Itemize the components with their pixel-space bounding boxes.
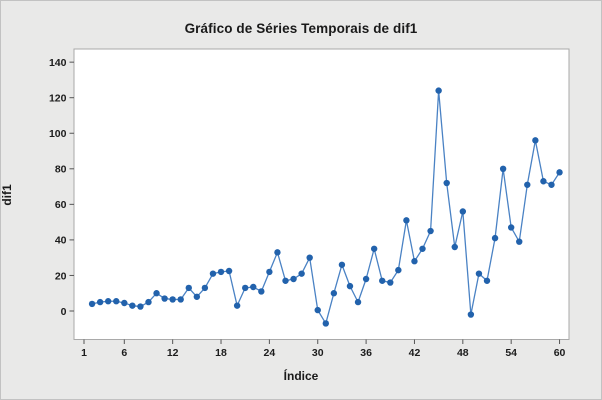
x-tick-label: 42	[409, 347, 421, 359]
data-point	[242, 284, 249, 292]
y-axis-label: dif1	[0, 184, 14, 206]
data-point	[193, 293, 201, 300]
data-point	[145, 298, 152, 306]
data-point	[467, 311, 475, 318]
data-point	[306, 254, 313, 261]
data-point	[540, 178, 547, 185]
x-tick-label: 36	[360, 347, 372, 359]
x-tick-label: 30	[312, 347, 324, 359]
data-point	[258, 288, 265, 295]
data-point	[330, 290, 338, 297]
data-point	[524, 181, 531, 188]
data-point	[290, 275, 297, 283]
data-point	[121, 299, 128, 307]
data-point	[532, 137, 539, 144]
data-point	[556, 169, 563, 176]
data-point	[346, 282, 354, 290]
data-point	[282, 277, 289, 284]
data-point	[411, 258, 418, 265]
y-tick-label: 60	[55, 199, 67, 211]
data-point	[177, 296, 184, 303]
data-point	[88, 300, 96, 308]
data-point	[209, 270, 217, 277]
data-point	[217, 268, 225, 276]
y-tick-label: 40	[55, 235, 67, 247]
data-point	[354, 298, 362, 306]
data-point	[419, 245, 426, 252]
data-point	[516, 238, 523, 245]
data-point	[201, 284, 209, 292]
data-point	[507, 224, 515, 231]
data-point	[153, 290, 160, 297]
data-point	[161, 295, 168, 302]
data-point	[451, 243, 458, 251]
data-point	[96, 298, 104, 306]
data-point	[491, 234, 499, 242]
data-point	[548, 181, 555, 188]
x-tick-label: 6	[121, 347, 127, 359]
data-point	[233, 302, 241, 309]
y-tick-label: 120	[49, 93, 67, 105]
data-point	[395, 266, 402, 274]
data-point	[459, 208, 467, 215]
x-tick-label: 18	[215, 347, 227, 359]
data-point	[483, 277, 491, 284]
chart-title: Gráfico de Séries Temporais de dif1	[184, 21, 418, 36]
data-point	[427, 227, 434, 235]
data-point	[298, 270, 305, 277]
data-point	[169, 296, 176, 303]
data-point	[266, 268, 273, 276]
data-point	[314, 306, 321, 314]
x-tick-label: 1	[81, 347, 87, 359]
y-tick-label: 20	[55, 270, 67, 282]
data-point	[250, 283, 257, 291]
data-point	[137, 303, 144, 310]
data-point	[338, 261, 346, 268]
data-point	[362, 275, 370, 283]
data-point	[113, 298, 120, 305]
x-tick-label: 12	[167, 347, 179, 359]
data-point	[387, 279, 394, 286]
data-point	[225, 267, 233, 275]
y-tick-label: 80	[55, 164, 67, 176]
y-tick-label: 100	[49, 128, 67, 140]
x-tick-label: 60	[554, 347, 566, 359]
x-tick-label: 48	[457, 347, 469, 359]
data-point	[274, 249, 281, 256]
x-axis-label: Índice	[283, 369, 319, 383]
data-point	[499, 165, 507, 172]
data-point	[435, 87, 442, 94]
data-point	[475, 270, 483, 277]
data-point	[443, 179, 450, 187]
x-tick-label: 54	[505, 347, 517, 359]
data-point	[403, 217, 410, 224]
data-point	[104, 298, 112, 305]
data-point	[129, 302, 136, 309]
data-point	[370, 245, 378, 252]
y-tick-label: 0	[61, 306, 67, 318]
data-point	[322, 320, 329, 327]
x-tick-label: 24	[264, 347, 276, 359]
data-point	[379, 277, 386, 284]
data-point	[185, 284, 192, 292]
y-tick-label: 140	[49, 57, 67, 69]
plot-area	[73, 48, 570, 340]
